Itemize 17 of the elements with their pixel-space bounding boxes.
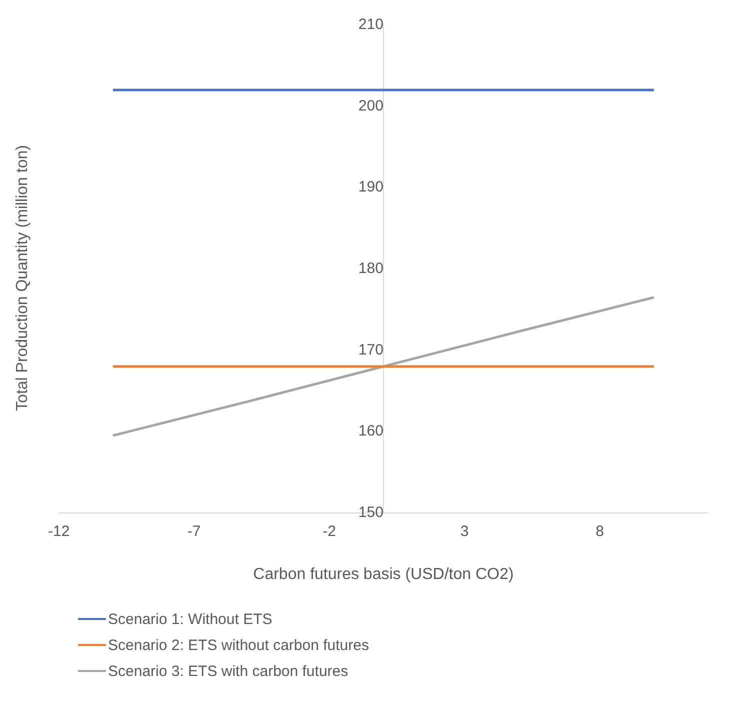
x-axis-title: Carbon futures basis (USD/ton CO2) bbox=[253, 566, 514, 583]
x-tick-label: -12 bbox=[48, 522, 70, 540]
y-tick-label: 170 bbox=[358, 341, 384, 358]
y-tick-label: 180 bbox=[358, 260, 384, 278]
legend-label: Scenario 2: ETS without carbon futures bbox=[108, 636, 369, 654]
y-tick-label: 200 bbox=[358, 97, 384, 114]
legend-label: Scenario 3: ETS with carbon futures bbox=[108, 662, 348, 680]
x-tick-label: -2 bbox=[322, 522, 336, 540]
y-tick-label: 190 bbox=[358, 178, 384, 196]
y-tick-label: 150 bbox=[358, 504, 384, 521]
x-tick-label: 3 bbox=[460, 522, 469, 540]
y-axis-title: Total Production Quantity (million ton) bbox=[14, 145, 32, 411]
x-tick-label: -7 bbox=[187, 522, 201, 540]
x-tick-label: 8 bbox=[596, 522, 604, 540]
y-tick-label: 160 bbox=[358, 422, 384, 440]
y-tick-label: 210 bbox=[358, 16, 384, 34]
legend-label: Scenario 1: Without ETS bbox=[108, 610, 272, 628]
